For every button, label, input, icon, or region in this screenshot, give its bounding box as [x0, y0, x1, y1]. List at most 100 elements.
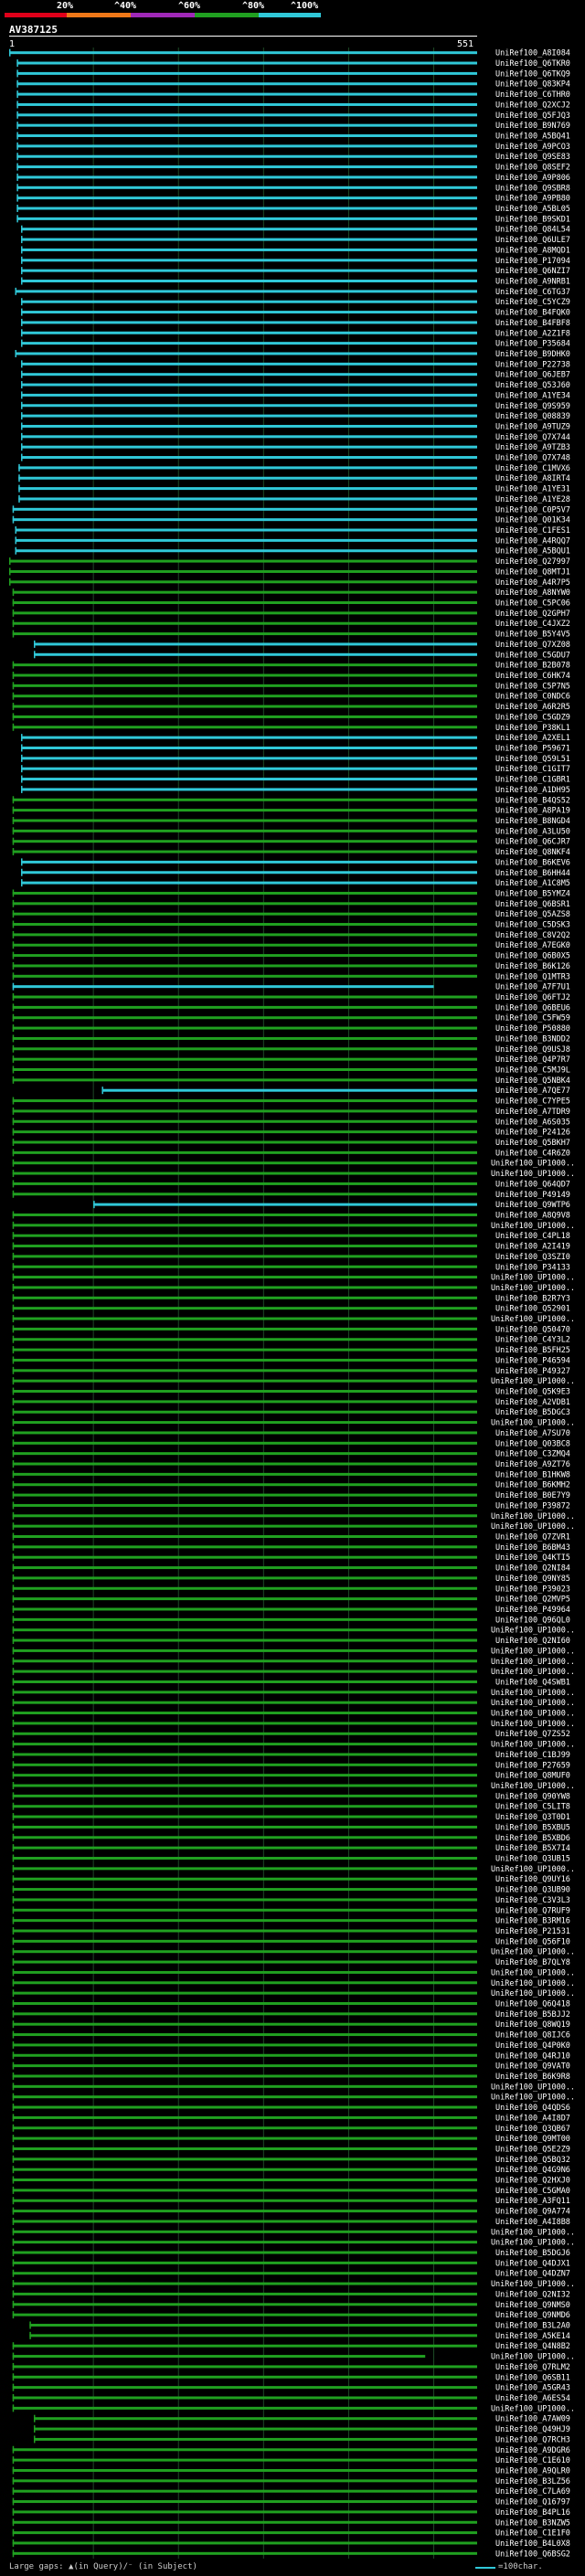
- hit-row[interactable]: UniRef100_Q4DJX1: [12, 2259, 570, 2268]
- hit-row[interactable]: UniRef100_Q7X748: [21, 453, 570, 463]
- hit-bar[interactable]: [15, 528, 478, 532]
- hit-label[interactable]: UniRef100_Q5BQ32: [495, 2156, 570, 2165]
- hit-label[interactable]: UniRef100_A4I8B8: [495, 2218, 570, 2227]
- hit-row[interactable]: UniRef100_UP1000..: [12, 1978, 575, 1988]
- hit-row[interactable]: UniRef100_B9N769: [16, 122, 570, 131]
- hit-row[interactable]: UniRef100_B3RM16: [12, 1916, 570, 1926]
- hit-label[interactable]: UniRef100_C1MVX6: [495, 464, 570, 473]
- hit-row[interactable]: UniRef100_Q56F10: [12, 1937, 570, 1946]
- hit-bar[interactable]: [93, 1203, 477, 1206]
- hit-row[interactable]: UniRef100_Q9S959: [21, 401, 570, 411]
- hit-label[interactable]: UniRef100_Q64QD7: [495, 1180, 570, 1189]
- hit-bar[interactable]: [12, 2479, 478, 2483]
- hit-bar[interactable]: [12, 974, 478, 978]
- hit-row[interactable]: UniRef100_Q6BEU6: [12, 1003, 570, 1012]
- hit-label[interactable]: UniRef100_A2I419: [495, 1243, 570, 1252]
- hit-bar[interactable]: [12, 1659, 478, 1663]
- hit-label[interactable]: UniRef100_B3LZ56: [495, 2477, 570, 2486]
- hit-bar[interactable]: [18, 476, 478, 480]
- hit-bar[interactable]: [12, 1919, 478, 1923]
- hit-row[interactable]: UniRef100_UP1000..: [12, 1626, 575, 1636]
- hit-bar[interactable]: [12, 1836, 478, 1839]
- hit-bar[interactable]: [12, 1555, 478, 1559]
- hit-label[interactable]: UniRef100_UP1000..: [491, 1160, 575, 1169]
- hit-label[interactable]: UniRef100_A1YE31: [495, 485, 570, 494]
- hit-label[interactable]: UniRef100_C5PC06: [495, 599, 570, 609]
- hit-label[interactable]: UniRef100_B4PL16: [495, 2508, 570, 2518]
- hit-bar[interactable]: [12, 1047, 478, 1051]
- hit-label[interactable]: UniRef100_A9PB80: [495, 195, 570, 204]
- hit-label[interactable]: UniRef100_Q9USJ8: [495, 1045, 570, 1055]
- hit-bar[interactable]: [12, 2126, 478, 2130]
- hit-label[interactable]: UniRef100_C6TG37: [495, 288, 570, 297]
- hit-row[interactable]: UniRef100_B7QLY8: [12, 1958, 570, 1967]
- hit-bar[interactable]: [12, 1171, 478, 1175]
- hit-row[interactable]: UniRef100_A1YE28: [18, 494, 570, 504]
- hit-label[interactable]: UniRef100_A2XEL1: [495, 734, 570, 743]
- hit-bar[interactable]: [21, 311, 478, 314]
- hit-row[interactable]: UniRef100_Q4QDS6: [12, 2104, 570, 2113]
- hit-bar[interactable]: [12, 1784, 478, 1787]
- hit-label[interactable]: UniRef100_Q6B0X5: [495, 952, 570, 961]
- hit-row[interactable]: UniRef100_Q6TKQ9: [16, 69, 570, 79]
- hit-bar[interactable]: [9, 51, 477, 55]
- hit-bar[interactable]: [12, 705, 478, 708]
- hit-row[interactable]: UniRef100_Q9SBR8: [16, 184, 570, 193]
- hit-row[interactable]: UniRef100_B4QS52: [12, 796, 570, 805]
- hit-bar[interactable]: [12, 2500, 478, 2504]
- hit-label[interactable]: UniRef100_C5DSK3: [495, 921, 570, 930]
- hit-bar[interactable]: [12, 995, 478, 999]
- hit-bar[interactable]: [12, 1099, 478, 1103]
- hit-bar[interactable]: [21, 414, 478, 418]
- hit-row[interactable]: UniRef100_UP1000..: [12, 1511, 575, 1521]
- hit-row[interactable]: UniRef100_A5BL05: [16, 205, 570, 214]
- hit-bar[interactable]: [12, 726, 478, 729]
- hit-label[interactable]: UniRef100_Q83KP4: [495, 80, 570, 90]
- hit-row[interactable]: UniRef100_P22738: [21, 360, 570, 369]
- hit-row[interactable]: UniRef100_Q8MTJ1: [9, 567, 570, 577]
- hit-bar[interactable]: [9, 580, 477, 584]
- hit-bar[interactable]: [21, 736, 478, 739]
- hit-bar[interactable]: [12, 715, 478, 718]
- hit-row[interactable]: UniRef100_B6KMH2: [12, 1480, 570, 1490]
- hit-label[interactable]: UniRef100_Q27997: [495, 557, 570, 567]
- hit-label[interactable]: UniRef100_B6HH44: [495, 869, 570, 878]
- hit-bar[interactable]: [16, 165, 478, 169]
- hit-bar[interactable]: [12, 2531, 478, 2535]
- hit-row[interactable]: UniRef100_Q90YW8: [12, 1792, 570, 1801]
- hit-bar[interactable]: [12, 1130, 478, 1134]
- hit-label[interactable]: UniRef100_B4QS52: [495, 796, 570, 805]
- hit-bar[interactable]: [12, 1888, 478, 1892]
- hit-row[interactable]: UniRef100_Q2GPH7: [12, 609, 570, 619]
- hit-row[interactable]: UniRef100_B4FBF8: [21, 318, 570, 328]
- hit-bar[interactable]: [12, 1379, 478, 1383]
- hit-row[interactable]: UniRef100_UP1000..: [12, 1989, 575, 1998]
- hit-label[interactable]: UniRef100_A7F7U1: [495, 983, 570, 992]
- hit-row[interactable]: UniRef100_B3NZW5: [12, 2518, 570, 2528]
- hit-row[interactable]: UniRef100_Q9NMS0: [12, 2300, 570, 2310]
- hit-label[interactable]: UniRef100_UP1000..: [491, 2280, 575, 2289]
- hit-row[interactable]: UniRef100_A7EGK0: [12, 941, 570, 950]
- hit-bar[interactable]: [12, 684, 478, 687]
- hit-bar[interactable]: [16, 113, 478, 117]
- hit-label[interactable]: UniRef100_Q5K9E3: [495, 1388, 570, 1397]
- hit-bar[interactable]: [12, 2147, 478, 2150]
- hit-label[interactable]: UniRef100_Q6JEB7: [495, 371, 570, 380]
- hit-label[interactable]: UniRef100_Q9UY16: [495, 1875, 570, 1884]
- hit-bar[interactable]: [12, 1390, 478, 1394]
- hit-label[interactable]: UniRef100_A9TUZ9: [495, 422, 570, 431]
- hit-bar[interactable]: [12, 1265, 478, 1268]
- hit-bar[interactable]: [12, 1245, 478, 1248]
- hit-label[interactable]: UniRef100_Q9SE83: [495, 153, 570, 162]
- hit-label[interactable]: UniRef100_A9PCO3: [495, 143, 570, 152]
- hit-row[interactable]: UniRef100_B5DGC3: [12, 1408, 570, 1417]
- hit-row[interactable]: UniRef100_B4PL16: [12, 2507, 570, 2518]
- hit-bar[interactable]: [21, 393, 478, 397]
- hit-bar[interactable]: [12, 2396, 478, 2400]
- hit-row[interactable]: UniRef100_A1YE34: [21, 391, 570, 400]
- hit-label[interactable]: UniRef100_Q2GPH7: [495, 610, 570, 619]
- hit-label[interactable]: UniRef100_Q9MT00: [495, 2135, 570, 2144]
- hit-row[interactable]: UniRef100_C4PL18: [12, 1232, 570, 1241]
- hit-bar[interactable]: [12, 2012, 478, 2016]
- hit-row[interactable]: UniRef100_P39872: [12, 1501, 570, 1511]
